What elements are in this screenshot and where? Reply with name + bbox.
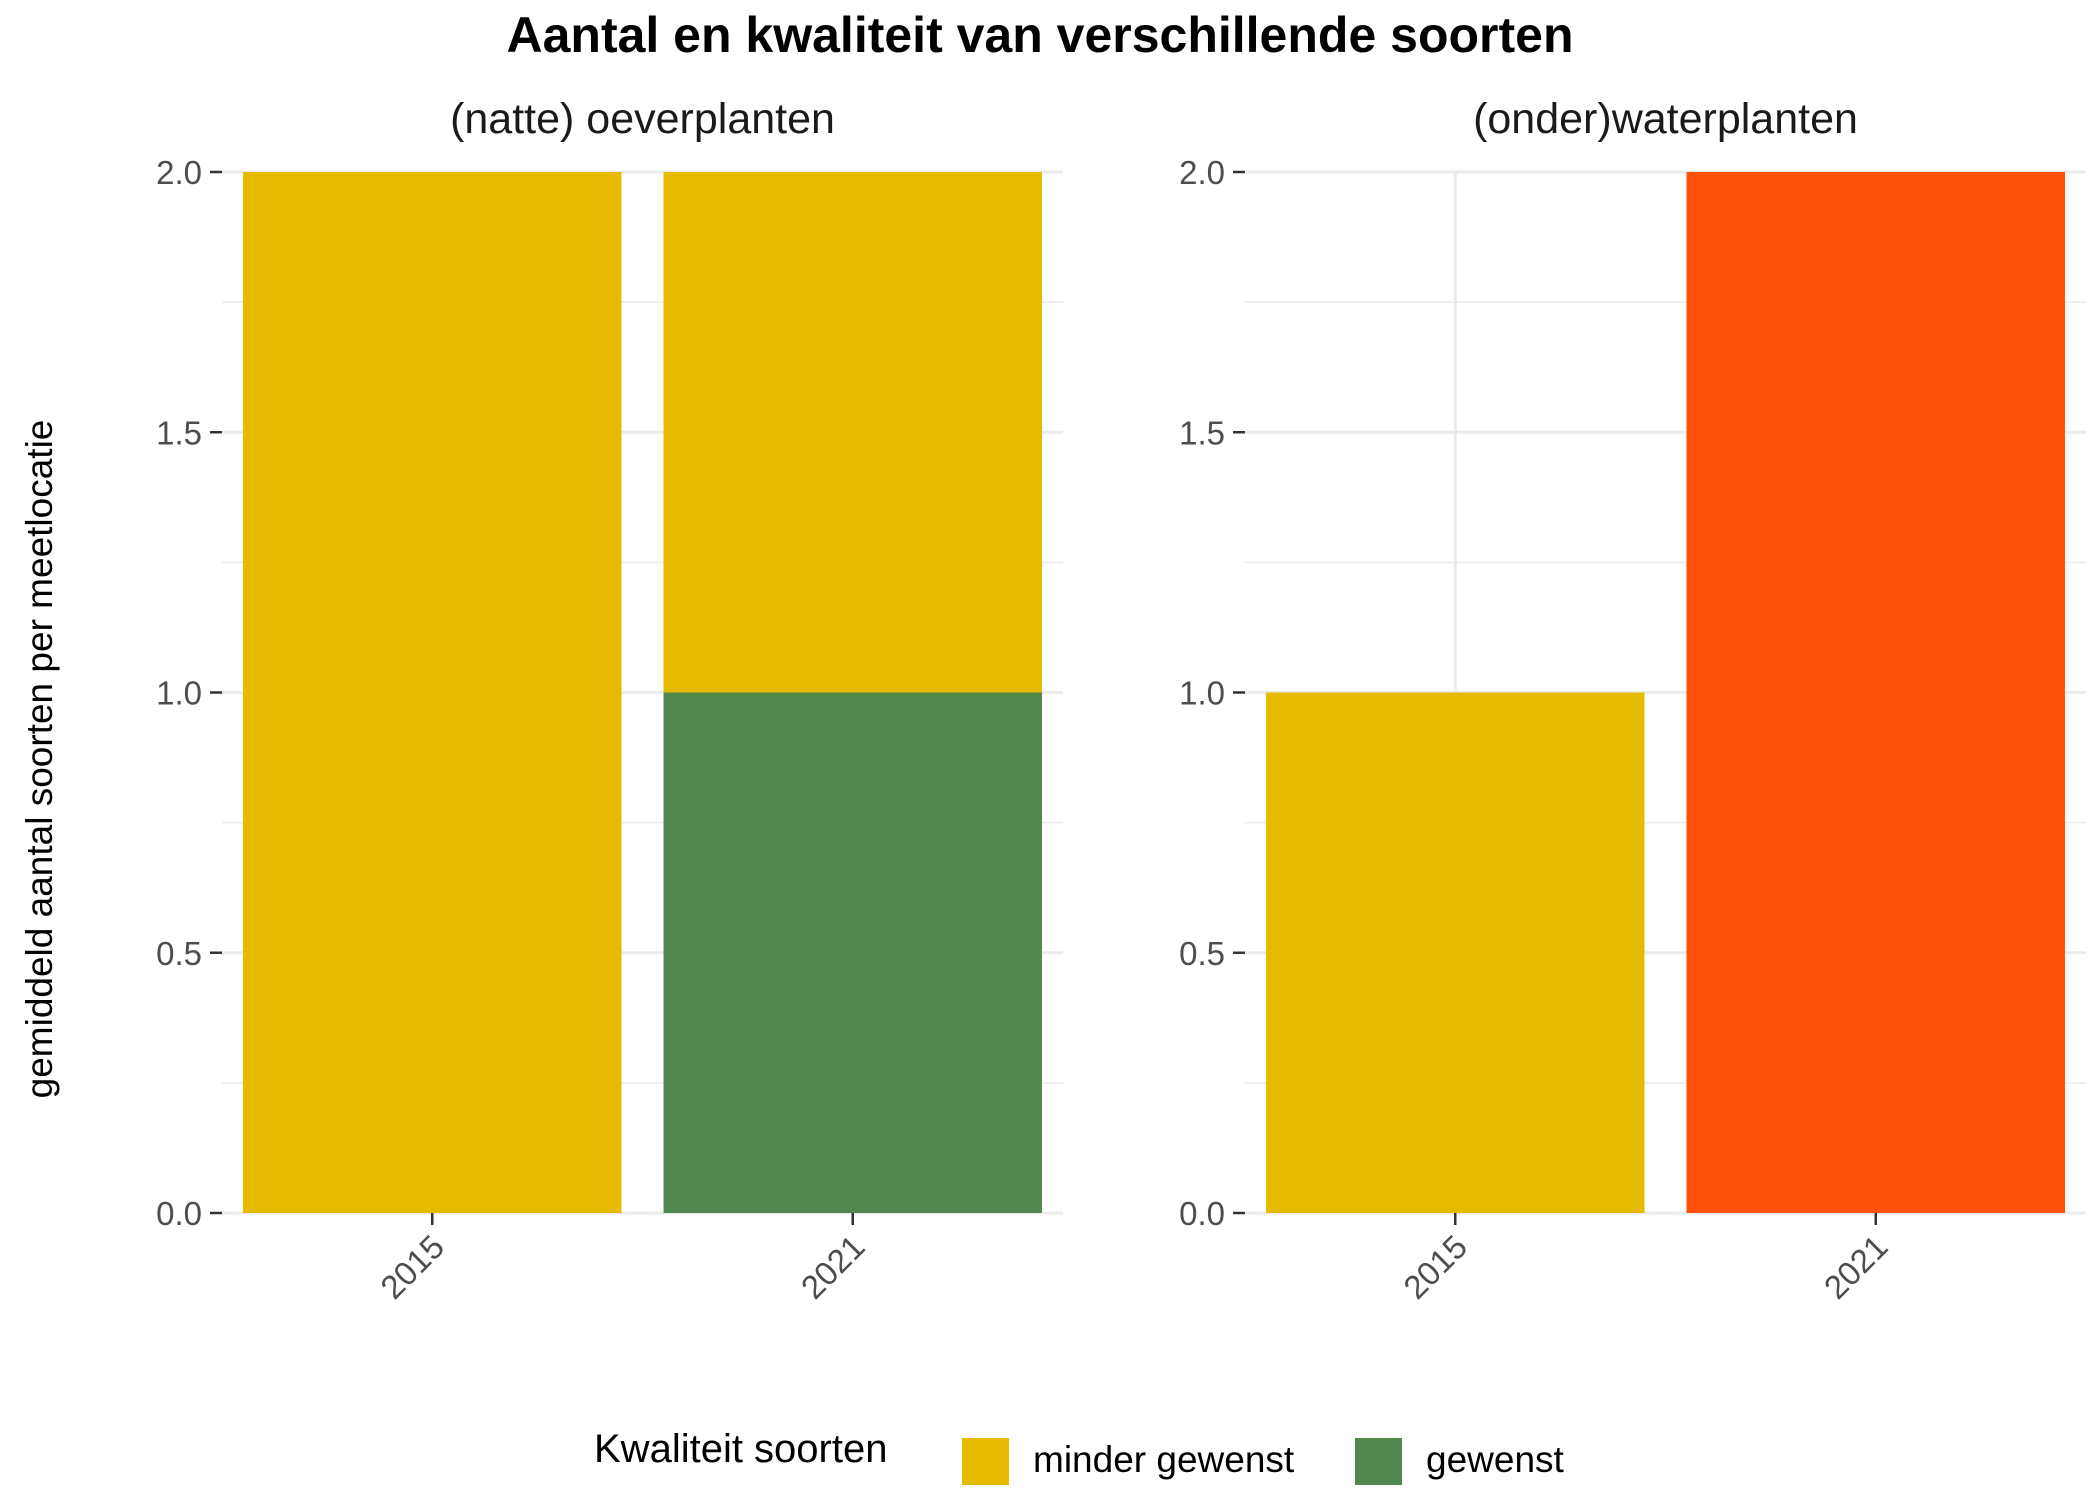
y-tick-label: 0.5	[1179, 935, 1225, 972]
bar-segment-2015	[243, 172, 622, 1213]
facet-panel: 0.0 0.5 1.0 1.5 2.0 2015 2021 (onder)waterplant…	[1179, 95, 2086, 1306]
x-tick-label: 2021	[1817, 1228, 1895, 1306]
bar-segment-2021	[663, 692, 1042, 1213]
bar-segment-2015	[1266, 692, 1645, 1213]
legend-key	[1355, 1438, 1402, 1485]
y-tick-label: 2.0	[1179, 154, 1225, 191]
legend-label: gewenst	[1426, 1439, 1565, 1480]
chart-title: Aantal en kwaliteit van verschillende so…	[506, 7, 1573, 63]
legend-label: minder gewenst	[1033, 1439, 1295, 1480]
x-tick-label: 2021	[794, 1228, 872, 1306]
y-tick-label: 0.0	[156, 1195, 202, 1232]
facet-title: (onder)waterplanten	[1473, 95, 1858, 143]
y-axis-title: gemiddeld aantal soorten per meetlocatie	[19, 420, 60, 1099]
y-tick-label: 1.5	[1179, 414, 1225, 451]
y-tick-label: 0.5	[156, 935, 202, 972]
y-tick-label: 1.5	[156, 414, 202, 451]
facet-panel: 0.0 0.5 1.0 1.5 2.0 2015 2021 (natte) oeverplan…	[156, 95, 1063, 1306]
x-tick-label: 2015	[1396, 1228, 1474, 1306]
facet-title: (natte) oeverplanten	[450, 95, 835, 143]
y-tick-label: 1.0	[156, 675, 202, 712]
bar-segment-2021	[663, 172, 1042, 693]
y-tick-label: 1.0	[1179, 675, 1225, 712]
y-tick-label: 2.0	[156, 154, 202, 191]
legend-key	[962, 1438, 1009, 1485]
y-tick-label: 0.0	[1179, 1195, 1225, 1232]
legend-title: Kwaliteit soorten	[594, 1427, 887, 1471]
bar-segment-2021	[1686, 172, 2065, 1213]
x-tick-label: 2015	[373, 1228, 451, 1306]
legend: Kwaliteit soorten minder gewenst gewenst	[594, 1427, 1565, 1485]
panels: 0.0 0.5 1.0 1.5 2.0 2015 2021 (natte) oeverplan…	[156, 95, 2086, 1306]
